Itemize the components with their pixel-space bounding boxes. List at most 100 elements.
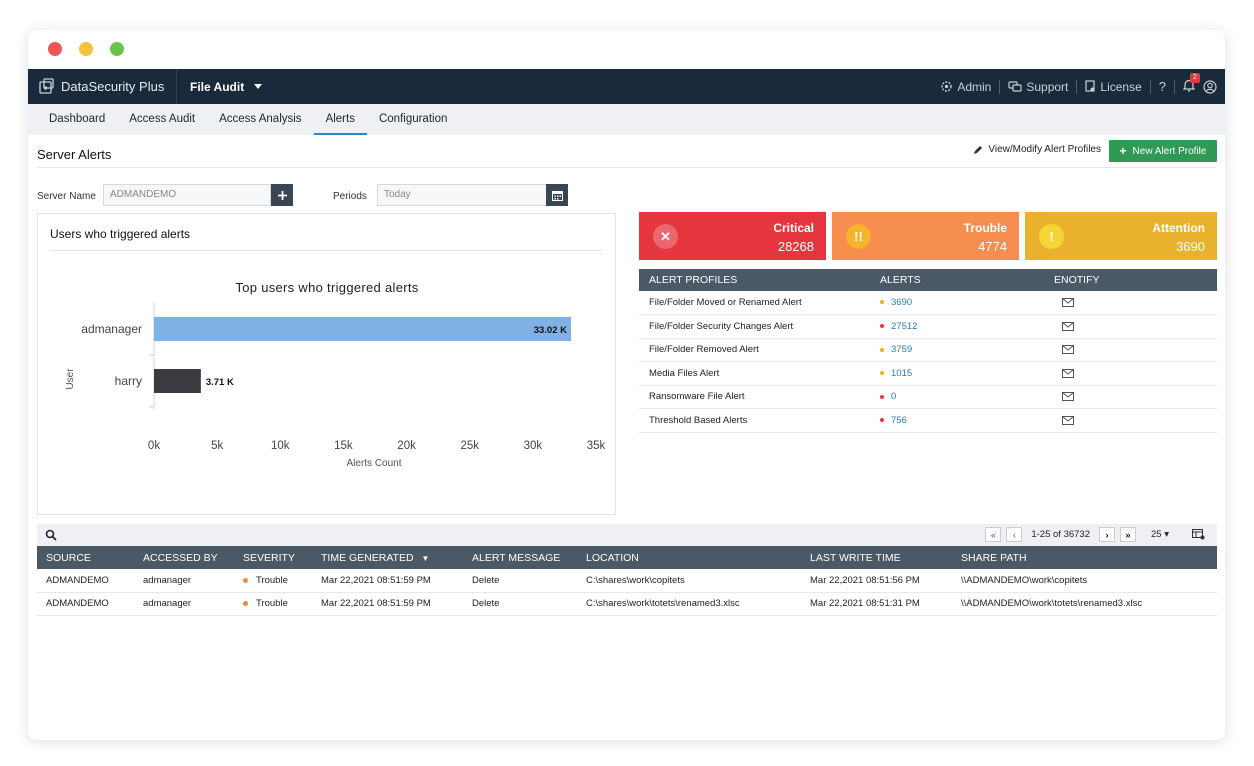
- alert-profile-name[interactable]: Ransomware File Alert: [639, 385, 870, 409]
- x-tick-label: 5k: [211, 440, 223, 452]
- module-switcher[interactable]: File Audit: [190, 69, 263, 104]
- caret-down-icon: ▾: [1164, 529, 1169, 540]
- table-row[interactable]: File/Folder Removed Alert 3759: [639, 338, 1217, 362]
- tab-dashboard[interactable]: Dashboard: [49, 113, 106, 125]
- alert-count-link[interactable]: 1015: [891, 367, 913, 379]
- page-size-select[interactable]: 25 ▾: [1151, 529, 1169, 540]
- page-range: 1-25 of 36732: [1031, 529, 1090, 540]
- share-path-cell: \\ADMANDEMO\work\totets\renamed3.xlsc: [952, 592, 1217, 616]
- envelope-icon[interactable]: [1062, 321, 1074, 331]
- tab-access-audit[interactable]: Access Audit: [129, 113, 196, 125]
- x-tick-label: 25k: [460, 440, 479, 452]
- column-header-severity[interactable]: SEVERITY: [234, 546, 312, 569]
- column-header-location[interactable]: LOCATION: [577, 546, 801, 569]
- critical-card[interactable]: ✕ Critical 28268: [639, 212, 826, 260]
- license-menu[interactable]: License: [1085, 80, 1142, 94]
- table-row[interactable]: File/Folder Moved or Renamed Alert 3690: [639, 291, 1217, 315]
- alert-count-link[interactable]: 756: [891, 414, 907, 426]
- table-row[interactable]: File/Folder Security Changes Alert 27512: [639, 314, 1217, 339]
- trouble-count: 4774: [978, 239, 1007, 254]
- maximize-window-button[interactable]: [110, 42, 124, 56]
- divider: [999, 79, 1001, 94]
- pagination: « ‹ 1-25 of 36732 › » 25 ▾: [985, 527, 1205, 542]
- divider: [37, 167, 1216, 168]
- alert-count-cell: 3690: [870, 291, 1044, 315]
- envelope-icon[interactable]: [1062, 415, 1074, 425]
- column-header-share-path[interactable]: SHARE PATH: [952, 546, 1217, 569]
- notification-count: 2: [1190, 72, 1200, 83]
- attention-card[interactable]: ! Attention 3690: [1025, 212, 1217, 260]
- envelope-icon[interactable]: [1062, 345, 1074, 355]
- column-header[interactable]: ENOTIFY: [1044, 269, 1217, 291]
- column-header-last-write-time[interactable]: LAST WRITE TIME: [801, 546, 952, 569]
- table-row[interactable]: Threshold Based Alerts 756: [639, 408, 1217, 433]
- column-header[interactable]: ALERT PROFILES: [639, 269, 870, 291]
- severity-dot: [880, 394, 884, 399]
- brand[interactable]: DataSecurity Plus: [38, 69, 164, 104]
- attention-label: Attention: [1152, 221, 1205, 235]
- x-axis-label: Alerts Count: [346, 458, 401, 469]
- bar-chart: Top users who triggered alerts User Aler…: [65, 280, 606, 469]
- x-tick-label: 10k: [271, 440, 290, 452]
- search-icon[interactable]: [45, 529, 57, 541]
- severity-dot: [880, 371, 884, 376]
- column-header-alert-message[interactable]: ALERT MESSAGE: [463, 546, 577, 569]
- pencil-icon: [974, 145, 983, 154]
- prev-page-button[interactable]: ‹: [1006, 527, 1023, 542]
- trouble-label: Trouble: [963, 221, 1007, 235]
- alert-profile-name[interactable]: Threshold Based Alerts: [639, 408, 870, 433]
- attention-count: 3690: [1176, 239, 1205, 254]
- severity-dot: [880, 300, 884, 305]
- last-page-button[interactable]: »: [1120, 527, 1136, 542]
- envelope-icon[interactable]: [1062, 392, 1074, 402]
- table-row[interactable]: ADMANDEMO admanager Trouble Mar 22,2021 08:…: [37, 592, 1217, 616]
- alert-count-link[interactable]: 27512: [891, 320, 918, 332]
- column-settings-icon[interactable]: [1192, 529, 1205, 540]
- calendar-button[interactable]: [546, 184, 568, 206]
- next-page-button[interactable]: ›: [1099, 527, 1115, 542]
- last-write-time-cell: Mar 22,2021 08:51:31 PM: [801, 592, 952, 616]
- help-icon[interactable]: ?: [1158, 79, 1166, 94]
- x-tick-label: 30k: [524, 440, 543, 452]
- new-alert-profile-button[interactable]: + New Alert Profile: [1109, 140, 1217, 162]
- table-row[interactable]: ADMANDEMO admanager Trouble Mar 22,2021 08:…: [37, 569, 1217, 593]
- table-row[interactable]: Media Files Alert 1015: [639, 361, 1217, 386]
- alerts-events-table: SOURCE ACCESSED BY SEVERITY TIME GENERAT…: [37, 546, 1217, 616]
- admin-menu[interactable]: Admin: [940, 80, 991, 94]
- alert-profile-name[interactable]: File/Folder Removed Alert: [639, 338, 870, 362]
- table-row[interactable]: Ransomware File Alert 0: [639, 385, 1217, 409]
- tab-access-analysis[interactable]: Access Analysis: [219, 113, 302, 125]
- alert-profile-name[interactable]: Media Files Alert: [639, 361, 870, 386]
- support-menu[interactable]: Support: [1008, 80, 1068, 94]
- trouble-card[interactable]: !! Trouble 4774: [832, 212, 1019, 260]
- envelope-icon[interactable]: [1062, 297, 1074, 307]
- alert-count-link[interactable]: 3759: [891, 344, 913, 356]
- modify-alert-profiles-link[interactable]: View/Modify Alert Profiles: [973, 144, 1101, 155]
- alert-count-link[interactable]: 0: [891, 391, 897, 403]
- brand-name: DataSecurity Plus: [61, 79, 165, 94]
- alert-profile-name[interactable]: File/Folder Moved or Renamed Alert: [639, 291, 870, 315]
- share-path-cell: \\ADMANDEMO\work\copitets: [952, 569, 1217, 593]
- column-header-source[interactable]: SOURCE: [37, 546, 134, 569]
- divider: [1174, 79, 1175, 94]
- minimize-window-button[interactable]: [79, 42, 93, 56]
- add-server-button[interactable]: [271, 184, 293, 206]
- alert-profile-name[interactable]: File/Folder Security Changes Alert: [639, 314, 870, 339]
- tab-alerts[interactable]: Alerts: [313, 104, 367, 135]
- close-window-button[interactable]: [48, 42, 62, 56]
- column-header[interactable]: ALERTS: [870, 269, 1044, 291]
- first-page-button[interactable]: «: [985, 527, 1002, 542]
- envelope-icon[interactable]: [1062, 368, 1074, 378]
- server-name-field[interactable]: ADMANDEMO: [103, 184, 271, 206]
- periods-field[interactable]: Today: [377, 184, 547, 206]
- column-header-time-generated[interactable]: TIME GENERATED ▼: [312, 546, 463, 569]
- alert-count-link[interactable]: 3690: [891, 297, 913, 308]
- tab-configuration[interactable]: Configuration: [378, 113, 448, 125]
- time-generated-cell: Mar 22,2021 08:51:59 PM: [312, 569, 463, 593]
- severity-cell: Trouble: [234, 569, 312, 593]
- bar[interactable]: [154, 317, 571, 341]
- notifications-button[interactable]: 2: [1182, 72, 1200, 95]
- bar[interactable]: [154, 369, 201, 393]
- column-header-accessed-by[interactable]: ACCESSED BY: [134, 546, 234, 569]
- user-avatar-icon[interactable]: [1203, 79, 1217, 94]
